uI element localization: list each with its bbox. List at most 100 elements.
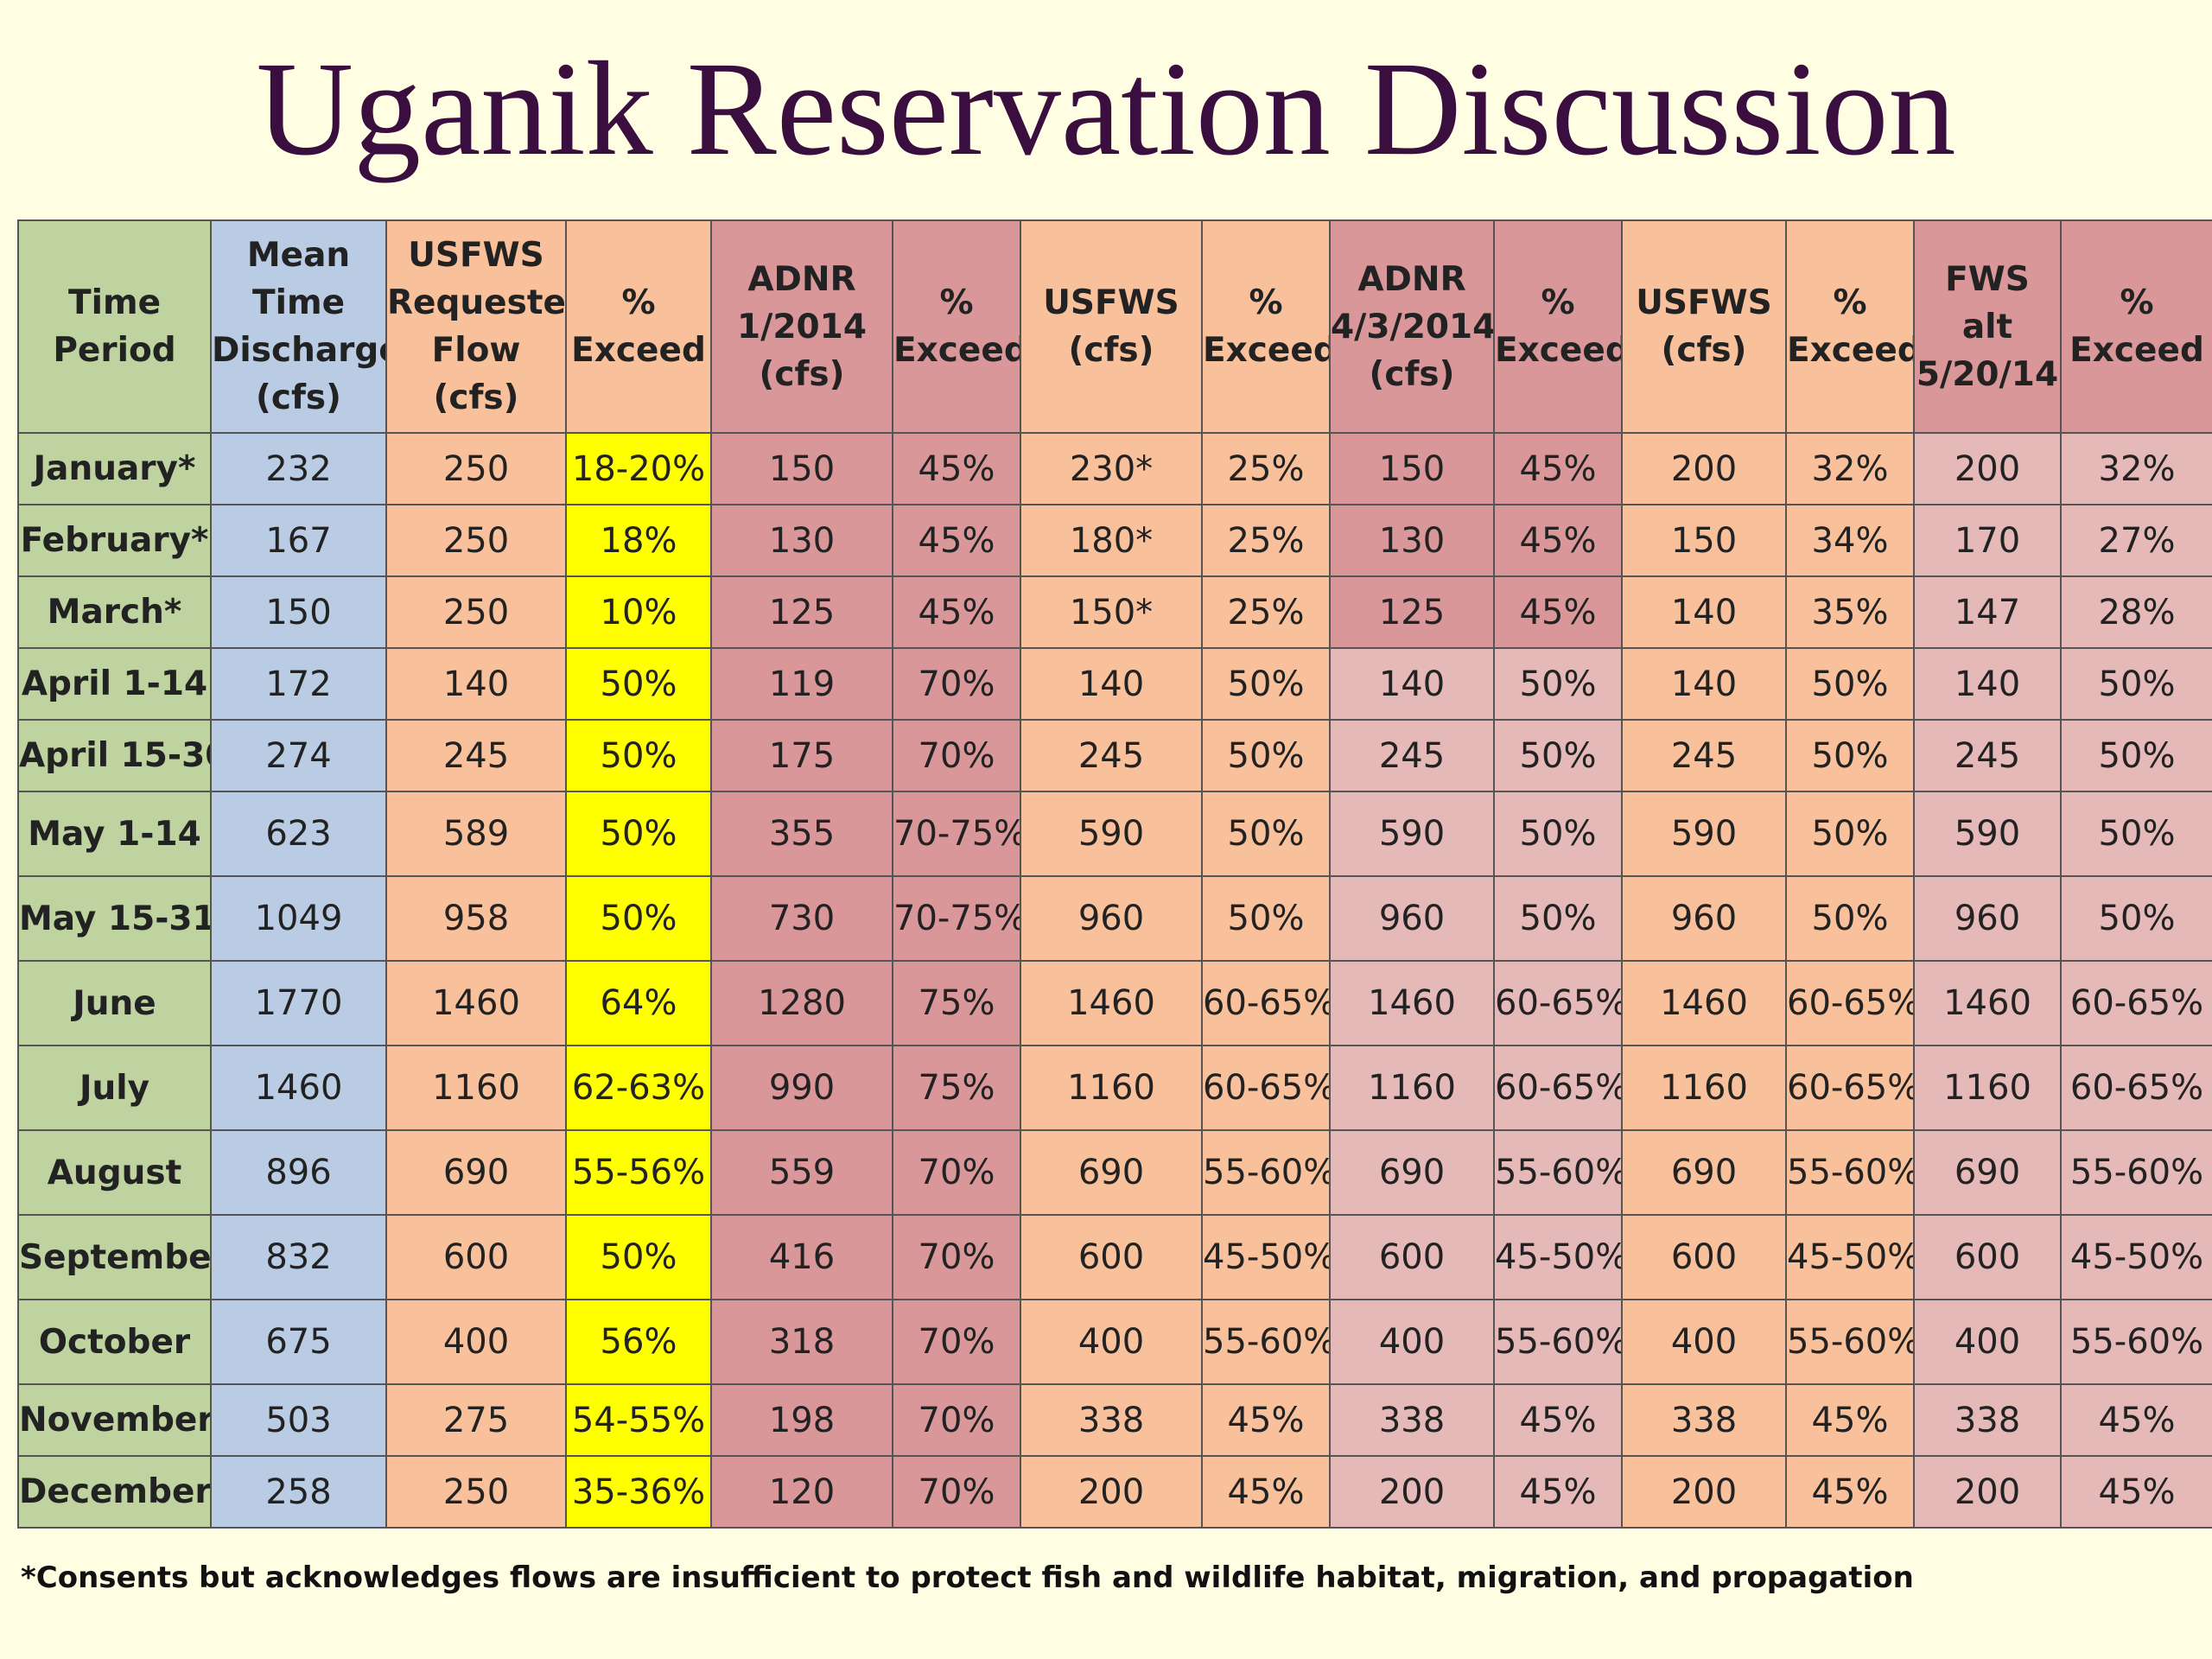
cell-usfws-cfs: 1160: [1020, 1045, 1203, 1131]
table-row: September 832 600 50% 416 70% 600 45-50% 600 45-5…: [17, 1214, 2212, 1300]
cell-usfws-requested-flow: 275: [385, 1383, 567, 1457]
cell-adnr-jan2014: 355: [710, 791, 893, 877]
cell-usfws-cfs-2-exceed: 50%: [1785, 791, 1915, 877]
cell-adnr-jan2014: 130: [710, 504, 893, 577]
cell-usfws-cfs-2: 245: [1621, 719, 1787, 792]
cell-adnr-jan2014-exceed: 70-75%: [892, 875, 1021, 962]
cell-adnr-apr2014: 338: [1329, 1383, 1495, 1457]
cell-usfws-cfs-exceed: 45-50%: [1201, 1214, 1331, 1300]
cell-usfws-requested-flow: 1460: [385, 960, 567, 1046]
cell-fws-alt: 170: [1913, 504, 2062, 577]
cell-fws-alt-exceed: 45%: [2060, 1383, 2212, 1457]
cell-adnr-apr2014: 200: [1329, 1455, 1495, 1529]
cell-time-period: May 1-14: [17, 791, 212, 877]
cell-mean-discharge: 1460: [210, 1045, 387, 1131]
cell-usfws-exceed: 56%: [565, 1299, 712, 1385]
cell-usfws-exceed: 62-63%: [565, 1045, 712, 1131]
header-usfws-cfs-2-exceed: % Exceed: [1785, 219, 1915, 434]
header-mean-discharge: Mean Time Discharge (cfs): [210, 219, 387, 434]
cell-fws-alt: 147: [1913, 575, 2062, 649]
cell-mean-discharge: 232: [210, 432, 387, 505]
table-row: August 896 690 55-56% 559 70% 690 55-60% 690 55-6…: [17, 1129, 2212, 1216]
cell-usfws-cfs-2-exceed: 55-60%: [1785, 1299, 1915, 1385]
cell-adnr-apr2014: 245: [1329, 719, 1495, 792]
cell-mean-discharge: 274: [210, 719, 387, 792]
cell-adnr-apr2014-exceed: 45%: [1493, 1383, 1623, 1457]
cell-adnr-apr2014: 400: [1329, 1299, 1495, 1385]
cell-usfws-cfs-2-exceed: 32%: [1785, 432, 1915, 505]
header-usfws-exceed: % Exceed: [565, 219, 712, 434]
cell-adnr-apr2014: 150: [1329, 432, 1495, 505]
cell-fws-alt-exceed: 45%: [2060, 1455, 2212, 1529]
cell-adnr-jan2014-exceed: 70%: [892, 1214, 1021, 1300]
cell-usfws-cfs-2-exceed: 50%: [1785, 875, 1915, 962]
cell-mean-discharge: 1049: [210, 875, 387, 962]
cell-usfws-requested-flow: 250: [385, 432, 567, 505]
cell-usfws-cfs-exceed: 55-60%: [1201, 1299, 1331, 1385]
cell-usfws-cfs: 590: [1020, 791, 1203, 877]
table-row: June 1770 1460 64% 1280 75% 1460 60-65% 1460 60-6…: [17, 960, 2212, 1046]
cell-usfws-cfs: 150*: [1020, 575, 1203, 649]
cell-usfws-requested-flow: 690: [385, 1129, 567, 1216]
header-time-period: Time Period: [17, 219, 212, 434]
cell-time-period: August: [17, 1129, 212, 1216]
cell-usfws-cfs-exceed: 25%: [1201, 504, 1331, 577]
cell-usfws-cfs-2-exceed: 35%: [1785, 575, 1915, 649]
table-row: December 258 250 35-36% 120 70% 200 45% 200 45% 20…: [17, 1455, 2212, 1529]
cell-mean-discharge: 150: [210, 575, 387, 649]
cell-fws-alt: 600: [1913, 1214, 2062, 1300]
cell-usfws-exceed: 54-55%: [565, 1383, 712, 1457]
table-row: October 675 400 56% 318 70% 400 55-60% 400 55-60%…: [17, 1299, 2212, 1385]
cell-adnr-jan2014-exceed: 70%: [892, 1383, 1021, 1457]
cell-usfws-exceed: 18%: [565, 504, 712, 577]
cell-time-period: January*: [17, 432, 212, 505]
cell-fws-alt: 1460: [1913, 960, 2062, 1046]
cell-usfws-requested-flow: 140: [385, 647, 567, 721]
cell-adnr-apr2014-exceed: 55-60%: [1493, 1129, 1623, 1216]
cell-fws-alt: 960: [1913, 875, 2062, 962]
cell-adnr-jan2014: 119: [710, 647, 893, 721]
cell-usfws-cfs-2: 1460: [1621, 960, 1787, 1046]
cell-fws-alt: 400: [1913, 1299, 2062, 1385]
header-usfws-cfs-exceed: % Exceed: [1201, 219, 1331, 434]
cell-adnr-apr2014-exceed: 50%: [1493, 719, 1623, 792]
cell-usfws-exceed: 35-36%: [565, 1455, 712, 1529]
cell-adnr-apr2014-exceed: 45-50%: [1493, 1214, 1623, 1300]
cell-usfws-exceed: 50%: [565, 647, 712, 721]
cell-fws-alt-exceed: 50%: [2060, 875, 2212, 962]
cell-time-period: November: [17, 1383, 212, 1457]
cell-adnr-apr2014-exceed: 45%: [1493, 432, 1623, 505]
cell-mean-discharge: 172: [210, 647, 387, 721]
cell-usfws-cfs-2-exceed: 55-60%: [1785, 1129, 1915, 1216]
cell-usfws-cfs: 338: [1020, 1383, 1203, 1457]
cell-mean-discharge: 258: [210, 1455, 387, 1529]
cell-adnr-apr2014-exceed: 60-65%: [1493, 1045, 1623, 1131]
header-usfws-requested-flow: USFWS Requested Flow (cfs): [385, 219, 567, 434]
cell-usfws-cfs: 1460: [1020, 960, 1203, 1046]
cell-fws-alt-exceed: 60-65%: [2060, 1045, 2212, 1131]
header-adnr-jan2014-exceed: % Exceed: [892, 219, 1021, 434]
table-row: March* 150 250 10% 125 45% 150* 25% 125 45% 140 35%…: [17, 575, 2212, 649]
cell-usfws-cfs-exceed: 60-65%: [1201, 1045, 1331, 1131]
cell-adnr-apr2014-exceed: 60-65%: [1493, 960, 1623, 1046]
cell-usfws-cfs-2-exceed: 50%: [1785, 647, 1915, 721]
cell-fws-alt-exceed: 50%: [2060, 719, 2212, 792]
header-fws-alt: FWS alt 5/20/14: [1913, 219, 2062, 434]
cell-usfws-cfs-2: 200: [1621, 1455, 1787, 1529]
cell-adnr-jan2014-exceed: 45%: [892, 575, 1021, 649]
cell-fws-alt-exceed: 55-60%: [2060, 1299, 2212, 1385]
cell-usfws-cfs-2: 338: [1621, 1383, 1787, 1457]
cell-adnr-apr2014: 140: [1329, 647, 1495, 721]
cell-fws-alt: 200: [1913, 432, 2062, 505]
cell-usfws-cfs-exceed: 50%: [1201, 875, 1331, 962]
cell-fws-alt-exceed: 55-60%: [2060, 1129, 2212, 1216]
cell-fws-alt-exceed: 50%: [2060, 791, 2212, 877]
cell-usfws-exceed: 64%: [565, 960, 712, 1046]
cell-usfws-cfs-exceed: 50%: [1201, 791, 1331, 877]
header-usfws-cfs-2: USFWS (cfs): [1621, 219, 1787, 434]
cell-adnr-jan2014-exceed: 70%: [892, 1129, 1021, 1216]
cell-usfws-exceed: 18-20%: [565, 432, 712, 505]
table-row: February* 167 250 18% 130 45% 180* 25% 130 45% 150…: [17, 504, 2212, 577]
header-adnr-apr2014: ADNR 4/3/2014 (cfs): [1329, 219, 1495, 434]
cell-adnr-jan2014-exceed: 45%: [892, 504, 1021, 577]
